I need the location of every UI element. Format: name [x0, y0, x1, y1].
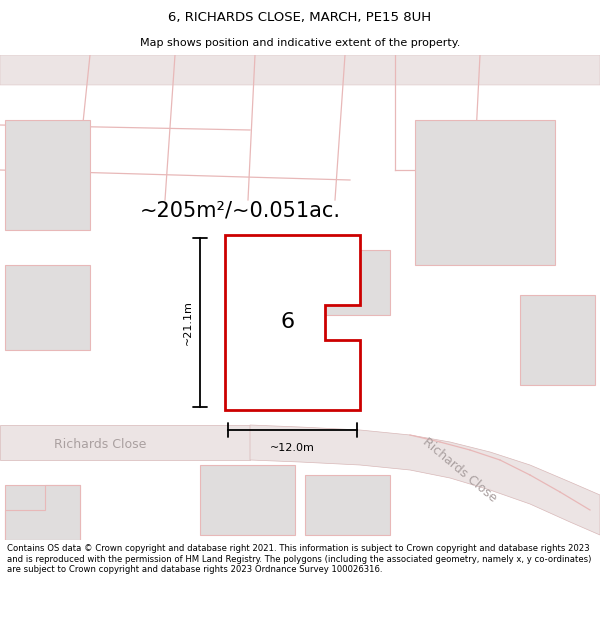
- Bar: [415, 120, 555, 265]
- Text: 6: 6: [280, 312, 295, 332]
- Bar: [5, 265, 90, 350]
- Text: ~12.0m: ~12.0m: [270, 443, 315, 453]
- Bar: [200, 465, 295, 535]
- Bar: [5, 485, 80, 540]
- Polygon shape: [0, 55, 600, 85]
- Polygon shape: [225, 235, 360, 410]
- Text: Contains OS data © Crown copyright and database right 2021. This information is : Contains OS data © Crown copyright and d…: [7, 544, 592, 574]
- Text: 6, RICHARDS CLOSE, MARCH, PE15 8UH: 6, RICHARDS CLOSE, MARCH, PE15 8UH: [169, 11, 431, 24]
- Text: ~21.1m: ~21.1m: [183, 300, 193, 345]
- Polygon shape: [5, 485, 80, 540]
- Bar: [5, 120, 90, 230]
- Bar: [255, 250, 390, 315]
- Bar: [520, 295, 595, 385]
- Text: Richards Close: Richards Close: [421, 436, 500, 504]
- Polygon shape: [0, 425, 250, 460]
- Text: Richards Close: Richards Close: [54, 439, 146, 451]
- Text: Map shows position and indicative extent of the property.: Map shows position and indicative extent…: [140, 38, 460, 48]
- Text: ~205m²/~0.051ac.: ~205m²/~0.051ac.: [139, 200, 341, 220]
- Bar: [305, 475, 390, 535]
- Polygon shape: [250, 425, 600, 535]
